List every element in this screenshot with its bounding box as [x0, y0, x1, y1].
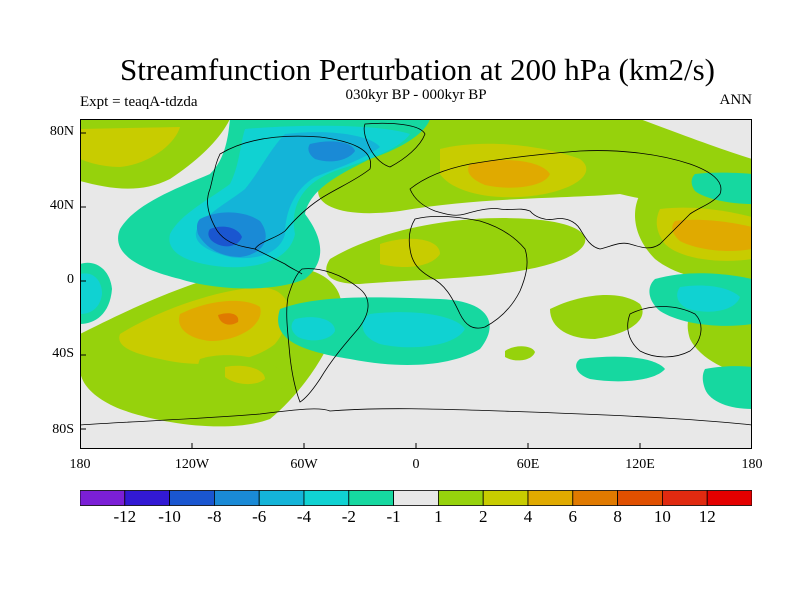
- colorbar-label: 4: [523, 507, 533, 526]
- chart-title: Streamfunction Perturbation at 200 hPa (…: [120, 52, 715, 87]
- coastlines: [80, 122, 752, 426]
- experiment-label: Expt = teaqA-tdzda: [80, 94, 198, 110]
- lat-tick-40s: 40S: [52, 346, 74, 361]
- colorbar-label: -4: [296, 507, 312, 526]
- colorbar-label: 12: [698, 507, 716, 526]
- contour-positive-atlantic-core: [380, 238, 440, 267]
- colorbar-swatch: [169, 490, 215, 506]
- tick-marks: [80, 132, 641, 449]
- contour-fills: [80, 119, 752, 449]
- coast-africa: [408, 216, 528, 329]
- lon-tick-120e: 120E: [625, 457, 655, 472]
- contour-positive-south-atlantic-core: [225, 365, 265, 385]
- colorbar-label: -1: [386, 507, 401, 526]
- colorbar-swatch: [393, 490, 439, 506]
- lon-tick-0: 0: [412, 457, 420, 472]
- colorbar-swatch: [482, 490, 529, 506]
- colorbar-swatch: [617, 490, 663, 506]
- coast-greenland: [363, 122, 426, 168]
- contour-positive-south-pacific-core: [179, 300, 261, 341]
- contour-negative-arctic-canada: [308, 141, 355, 162]
- colorbar-swatch: [662, 490, 708, 506]
- colorbar-label: 2: [478, 507, 488, 526]
- coast-antarctica: [80, 408, 752, 426]
- colorbar-label: 10: [653, 507, 671, 526]
- contour-negative-north-america-m8: [208, 226, 242, 247]
- colorbar-label: 8: [613, 507, 622, 526]
- lat-tick-80s: 80S: [52, 422, 74, 437]
- coast-central-america: [254, 248, 303, 275]
- colorbar-swatch: [258, 490, 305, 506]
- lon-tick-60e: 60E: [516, 457, 540, 472]
- contour-positive-west-pacific-core: [672, 219, 752, 252]
- lon-tick-180w: 180: [69, 457, 91, 472]
- contour-negative-north-pacific-east: [691, 172, 752, 204]
- lat-tick-0: 0: [67, 272, 74, 287]
- contour-positive-south-indian: [550, 294, 643, 339]
- contour-negative-west-edge-core: [80, 273, 102, 314]
- lon-tick-120w: 120W: [174, 457, 210, 472]
- colorbar-label: -10: [158, 507, 181, 526]
- chart-subtitle: 030kyr BP - 000kyr BP: [345, 87, 487, 103]
- colorbar-label: -8: [207, 507, 222, 526]
- lon-tick-180e: 180: [741, 457, 763, 472]
- coast-north-america: [207, 135, 371, 250]
- contour-positive-north-pacific-core: [80, 127, 180, 167]
- lat-tick-80n: 80N: [49, 124, 74, 139]
- contour-negative-south-atlantic-west: [291, 317, 335, 341]
- contour-positive-south-pacific-peak: [218, 313, 239, 325]
- colorbar-swatch: [124, 490, 170, 506]
- contour-positive-eurasia-core: [468, 160, 550, 188]
- colorbar-label: 1: [434, 507, 443, 526]
- lat-tick-40n: 40N: [49, 198, 74, 213]
- season-label: ANN: [719, 92, 753, 108]
- contour-negative-south-atlantic-core: [362, 312, 465, 348]
- colorbar-swatch: [572, 490, 618, 506]
- colorbar-label: -6: [252, 507, 267, 526]
- lon-tick-60w: 60W: [290, 457, 318, 472]
- coast-australia: [627, 306, 702, 358]
- colorbar-swatch: [80, 490, 126, 506]
- colorbar-swatch: [303, 490, 350, 506]
- colorbar-swatch: [437, 490, 484, 506]
- colorbar-swatch: [348, 490, 394, 506]
- coast-eurasia: [409, 150, 722, 250]
- contour-positive-atlantic-band: [326, 218, 586, 284]
- colorbar-swatch: [213, 490, 260, 506]
- contour-negative-tropical-pacific-east-core: [677, 285, 740, 312]
- coast-south-america: [286, 268, 369, 403]
- contour-negative-far-south-east: [702, 366, 752, 409]
- contour-positive-small-spot: [505, 346, 535, 361]
- colorbar: [80, 490, 752, 506]
- colorbar-label: -12: [113, 507, 137, 526]
- colorbar-label: -2: [341, 507, 356, 526]
- colorbar-swatch: [706, 490, 752, 506]
- map-panel: [80, 119, 752, 449]
- colorbar-label: 6: [568, 507, 578, 526]
- contour-negative-southern-ocean: [576, 356, 665, 382]
- colorbar-swatch: [527, 490, 574, 506]
